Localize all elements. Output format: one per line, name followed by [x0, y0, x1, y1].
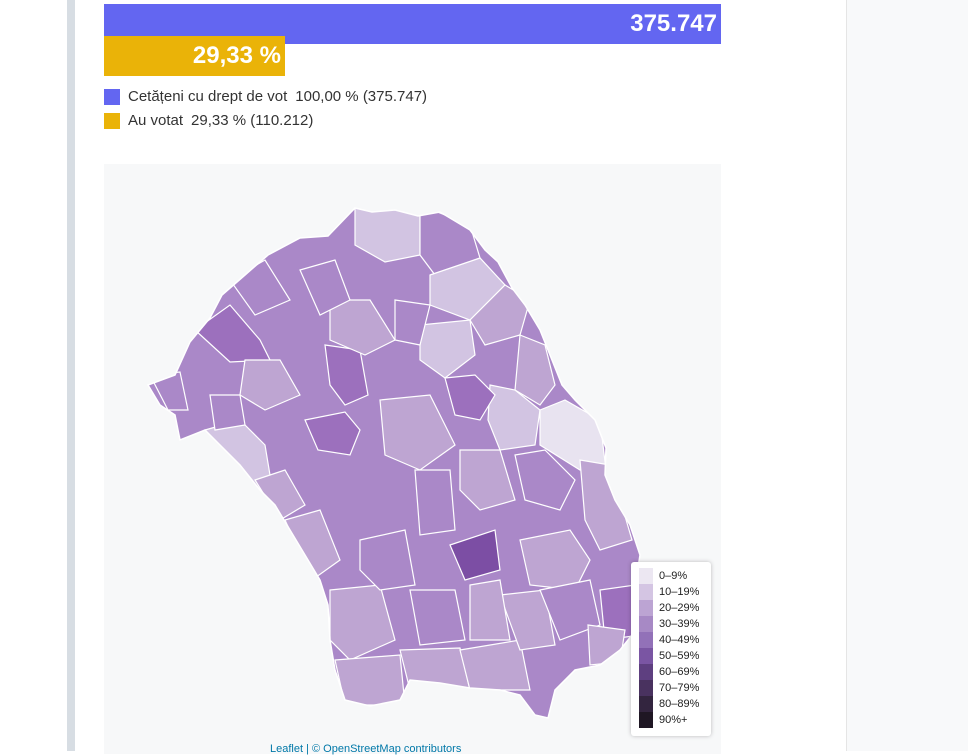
left-rail: [67, 0, 75, 751]
region-east-2[interactable]: [487, 384, 541, 451]
legend-label-voted: Au votat: [128, 112, 184, 129]
scale-item: 70–79%: [639, 680, 711, 696]
scale-swatch: [639, 616, 653, 632]
region-center-3[interactable]: [459, 449, 516, 511]
scale-label: 90%+: [659, 714, 688, 726]
scale-label: 80–89%: [659, 698, 700, 710]
legend-value-voted: 29,33 % (110.212): [191, 112, 314, 129]
county-outline: [146, 207, 641, 719]
scale-swatch: [639, 600, 653, 616]
right-sidebar: [847, 0, 968, 751]
region-southeast-4[interactable]: [587, 624, 626, 666]
scale-item: 40–49%: [639, 632, 711, 648]
region-east-5[interactable]: [514, 449, 576, 511]
scale-label: 30–39%: [659, 618, 700, 630]
map-attribution: Leaflet | © OpenStreetMap contributors: [270, 743, 461, 755]
region-south-5[interactable]: [499, 589, 556, 651]
eligible-voters-value: 375.747: [630, 10, 717, 37]
region-north-4[interactable]: [299, 259, 351, 316]
scale-label: 70–79%: [659, 682, 700, 694]
scale-item: 50–59%: [639, 648, 711, 664]
region-north-3[interactable]: [394, 299, 431, 346]
legend-value-eligible: 100,00 % (375.747): [295, 88, 428, 105]
scale-swatch: [639, 664, 653, 680]
region-northwest[interactable]: [194, 304, 271, 363]
region-south-2[interactable]: [334, 654, 406, 706]
region-south-4[interactable]: [459, 639, 531, 691]
attribution-link[interactable]: Leaflet | © OpenStreetMap contributors: [270, 743, 462, 755]
scale-item: 80–89%: [639, 696, 711, 712]
region-northeast-2[interactable]: [469, 284, 531, 346]
turnout-value: 29,33 %: [192, 42, 281, 69]
region-east-1[interactable]: [514, 334, 556, 406]
scale-item: 10–19%: [639, 584, 711, 600]
scale-swatch: [639, 712, 653, 728]
region-south-7[interactable]: [409, 589, 466, 646]
scale-swatch: [639, 696, 653, 712]
region-central[interactable]: [304, 411, 361, 456]
scale-item: 30–39%: [639, 616, 711, 632]
scale-swatch: [639, 680, 653, 696]
map-color-scale: 0–9% 10–19% 20–29% 30–39% 40–49% 50–59% 60–69%…: [631, 562, 711, 736]
scale-swatch: [639, 632, 653, 648]
region-south-8[interactable]: [359, 529, 416, 591]
legend-voted: Au votat 29,33 % (110.212): [104, 112, 313, 129]
legend-swatch-voted: [104, 112, 120, 129]
region-southeast-2[interactable]: [599, 584, 640, 641]
region-west-4[interactable]: [209, 394, 246, 431]
region-south-central[interactable]: [449, 529, 501, 581]
scale-label: 60–69%: [659, 666, 700, 678]
region-south-6[interactable]: [469, 579, 511, 641]
scale-item: 0–9%: [639, 568, 711, 584]
region-center-2[interactable]: [379, 394, 456, 471]
region-northeast-3[interactable]: [419, 319, 476, 379]
region-west-3[interactable]: [239, 359, 301, 411]
region-southeast-3[interactable]: [539, 579, 601, 641]
region-north-1[interactable]: [354, 205, 421, 263]
scale-swatch: [639, 648, 653, 664]
scale-label: 10–19%: [659, 586, 700, 598]
county-regions[interactable]: [140, 200, 650, 730]
scale-item: 60–69%: [639, 664, 711, 680]
turnout-map[interactable]: [104, 164, 721, 754]
legend-swatch-eligible: [104, 88, 120, 105]
county-map[interactable]: [104, 164, 721, 751]
scale-label: 40–49%: [659, 634, 700, 646]
content-divider: [846, 0, 847, 751]
region-south-3[interactable]: [399, 647, 471, 691]
turnout-bar: 29,33 %: [104, 36, 285, 76]
scale-label: 20–29%: [659, 602, 700, 614]
region-north-central[interactable]: [329, 299, 396, 356]
scale-swatch: [639, 584, 653, 600]
region-southeast-1[interactable]: [519, 529, 591, 591]
scale-label: 0–9%: [659, 570, 688, 582]
scale-item: 90%+: [639, 712, 711, 728]
scale-swatch: [639, 568, 653, 584]
legend-label-eligible: Cetățeni cu drept de vot: [128, 88, 288, 105]
legend-eligible: Cetățeni cu drept de vot 100,00 % (375.7…: [104, 88, 427, 105]
scale-item: 20–29%: [639, 600, 711, 616]
region-center-4[interactable]: [414, 469, 456, 536]
scale-label: 50–59%: [659, 650, 700, 662]
region-central-east[interactable]: [444, 374, 496, 421]
